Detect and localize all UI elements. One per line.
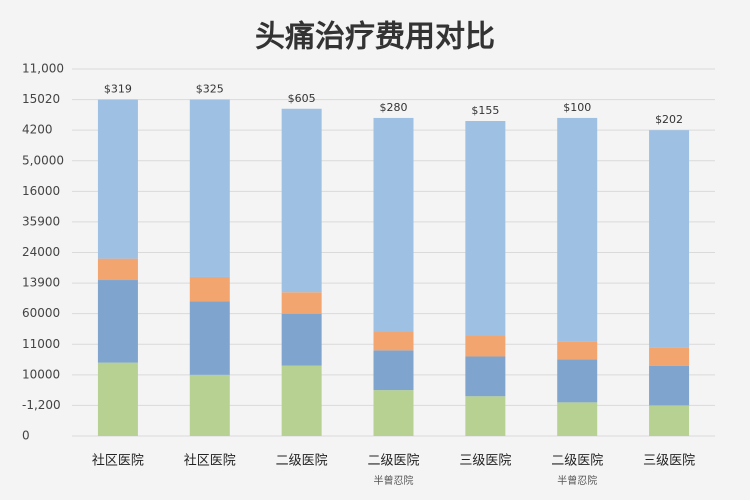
chart-title: 头痛治疗费用对比 [255, 20, 495, 55]
y-tick-label: 60000 [22, 306, 60, 320]
bar-label: $155 [471, 104, 499, 117]
y-tick-label: 5,0000 [22, 153, 64, 167]
y-tick-label: 13900 [22, 276, 60, 290]
y-tick-label: 11,000 [22, 62, 64, 76]
bar-segment [97, 280, 138, 363]
bar-segment [189, 374, 230, 436]
bar-label: $319 [104, 83, 132, 96]
bar-segment [557, 402, 598, 436]
bar-segment [465, 335, 506, 357]
bar-segment [189, 99, 230, 277]
y-tick-label: 16000 [22, 184, 60, 198]
x-tick-label: 社区医院 [184, 453, 236, 469]
y-tick-label: 4200 [22, 123, 53, 137]
bar-label: $325 [196, 83, 224, 96]
bar-segment [557, 117, 598, 342]
bar-segment [649, 347, 690, 366]
bar-segment [557, 359, 598, 403]
bar-label: $605 [288, 92, 316, 105]
bar-label: $202 [655, 113, 683, 126]
bar-segment [281, 365, 322, 436]
x-tick-label: 二级医院 [367, 454, 419, 469]
y-tick-label: 0 [22, 429, 30, 443]
bar-segment [465, 356, 506, 397]
bar-segment [465, 396, 506, 436]
bar-segment [281, 108, 322, 293]
bar-segment [649, 365, 690, 406]
x-tick-label: 三级医院 [459, 454, 511, 469]
bar-segment [97, 362, 138, 436]
x-tick-label: 三级医院 [643, 454, 695, 469]
y-tick-label: 11000 [22, 337, 60, 351]
y-tick-label: 24000 [22, 245, 60, 259]
x-tick-label: 二级医院 [551, 454, 603, 469]
bar-label: $280 [380, 101, 408, 114]
bar-segment [373, 332, 414, 351]
bar-segment [97, 258, 138, 281]
y-tick-label: -1,200 [22, 398, 61, 412]
bar-segment [649, 130, 690, 348]
x-sub-label: 半曾忍院 [374, 474, 414, 487]
bar-segment [557, 341, 598, 360]
bar-segment [189, 301, 230, 375]
bar-segment [465, 120, 506, 336]
bar-label: $100 [563, 101, 591, 114]
y-tick-label: 35900 [22, 214, 60, 228]
y-tick-label: 15020 [22, 92, 60, 106]
bar-segment [281, 292, 322, 314]
y-tick-label: 10000 [22, 367, 60, 381]
x-tick-label: 二级医院 [276, 454, 328, 469]
bar-segment [189, 276, 230, 302]
x-tick-label: 社区医院 [92, 453, 144, 469]
bar-segment [649, 405, 690, 436]
bar-segment [281, 313, 322, 366]
bar-segment [373, 117, 414, 333]
bar-segment [97, 99, 138, 259]
bar-segment [373, 350, 414, 391]
bar-segment [373, 390, 414, 436]
x-sub-label: 半曾忍院 [557, 474, 597, 487]
